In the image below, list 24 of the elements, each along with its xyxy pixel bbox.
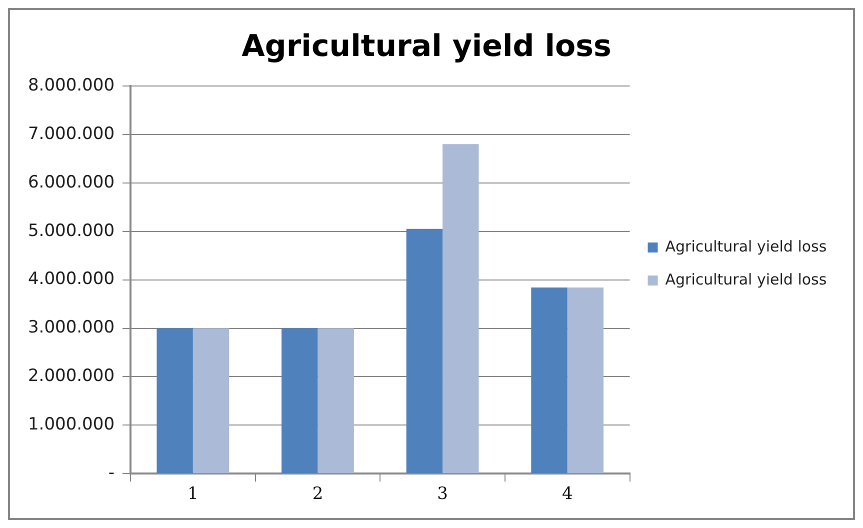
chart-title: Agricultural yield loss bbox=[242, 28, 612, 64]
y-tick-label: 2.000.000 bbox=[28, 366, 115, 386]
y-tick-label: 6.000.000 bbox=[28, 172, 115, 192]
y-tick-label: 7.000.000 bbox=[28, 124, 115, 144]
y-tick-label: 1.000.000 bbox=[28, 414, 115, 435]
x-tick-label: 2 bbox=[312, 484, 324, 504]
bar bbox=[318, 328, 354, 474]
y-tick-label: 3.000.000 bbox=[28, 318, 115, 338]
legend-label: Agricultural yield loss bbox=[665, 237, 827, 256]
x-tick-label: 4 bbox=[562, 484, 573, 504]
y-tick-label: 8.000.000 bbox=[28, 75, 115, 96]
y-tick-label: 5.000.000 bbox=[28, 220, 115, 241]
bar bbox=[442, 144, 479, 474]
bar bbox=[567, 288, 604, 474]
bar bbox=[192, 328, 230, 474]
bar bbox=[156, 328, 193, 474]
x-tick-label: 1 bbox=[188, 484, 198, 504]
bar bbox=[282, 328, 318, 474]
y-tick-label: - bbox=[108, 463, 115, 484]
legend-label: Agricultural yield loss bbox=[665, 270, 827, 288]
bar bbox=[531, 288, 568, 474]
y-tick-label: 4.000.000 bbox=[28, 269, 115, 290]
x-tick-label: 3 bbox=[437, 484, 448, 504]
bar bbox=[406, 228, 443, 474]
